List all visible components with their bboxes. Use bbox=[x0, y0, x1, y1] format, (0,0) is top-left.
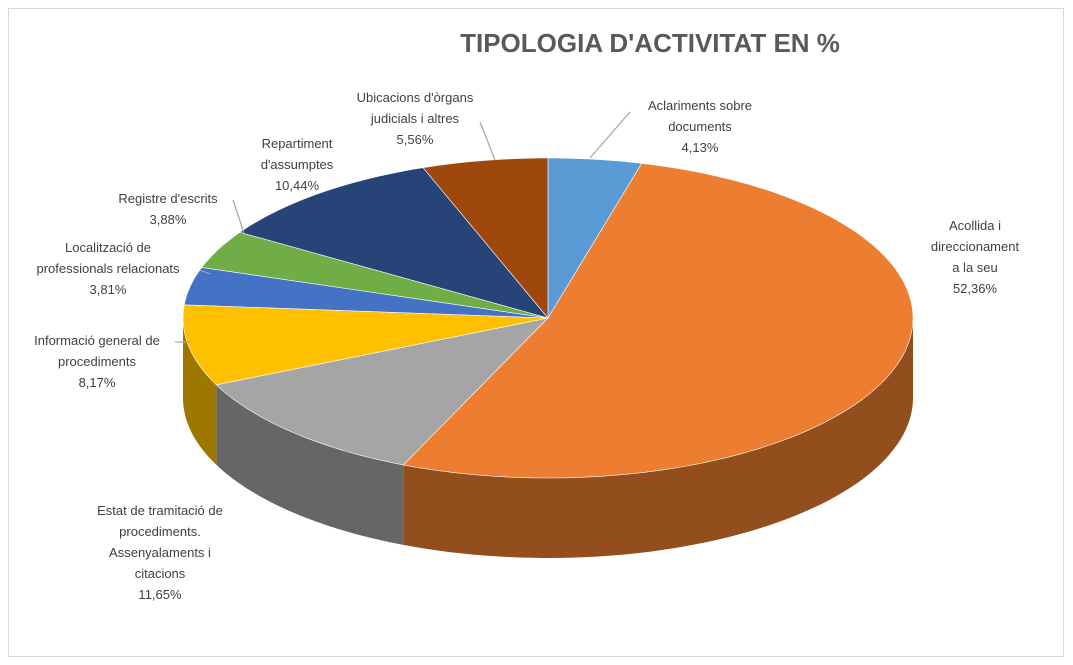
slice bbox=[201, 231, 549, 319]
data-label: Aclariments sobre documents 4,13% bbox=[648, 95, 752, 158]
value-label: 11,65% bbox=[138, 587, 182, 602]
slice bbox=[402, 163, 914, 479]
slice bbox=[422, 157, 549, 319]
category-label: Ubicacions d'òrgans judicials i altres bbox=[356, 90, 474, 126]
data-label: Repartiment d'assumptes 10,44% bbox=[261, 133, 334, 196]
slice bbox=[183, 267, 549, 319]
data-label: Registre d'escrits 3,88% bbox=[118, 188, 217, 230]
value-label: 5,56% bbox=[396, 132, 434, 147]
data-label: Ubicacions d'òrgans judicials i altres 5,… bbox=[357, 87, 474, 150]
leader-line bbox=[479, 121, 496, 161]
data-label: Estat de tramitació de procediments. Ass… bbox=[97, 500, 223, 605]
slice bbox=[547, 157, 643, 320]
slice bbox=[182, 304, 549, 386]
slice bbox=[215, 317, 549, 466]
data-label: Acollida i direccionament a la seu 52,36% bbox=[926, 215, 1024, 299]
value-label: 10,44% bbox=[274, 178, 320, 193]
slice bbox=[239, 167, 549, 319]
data-label: Localització de professionals relacionat… bbox=[36, 237, 179, 300]
category-label: Informació general de procediments bbox=[34, 333, 160, 369]
data-label: Informació general de procediments 8,17% bbox=[34, 330, 160, 393]
value-label: 3,88% bbox=[149, 212, 187, 227]
category-label: Acollida i direccionament a la seu bbox=[930, 218, 1020, 275]
category-label: Aclariments sobre documents bbox=[647, 98, 753, 134]
leader-line bbox=[232, 199, 246, 237]
category-label: Repartiment d'assumptes bbox=[260, 136, 334, 172]
value-label: 52,36% bbox=[952, 281, 998, 296]
slice-side bbox=[216, 384, 404, 545]
value-label: 3,81% bbox=[89, 282, 127, 297]
slice-side bbox=[183, 318, 217, 465]
category-label: Registre d'escrits bbox=[118, 191, 218, 206]
category-label: Estat de tramitació de procediments. Ass… bbox=[97, 503, 223, 581]
value-label: 8,17% bbox=[78, 375, 116, 390]
category-label: Localització de professionals relacionat… bbox=[36, 240, 180, 276]
value-label: 4,13% bbox=[681, 140, 719, 155]
chart-title: TIPOLOGIA D'ACTIVITAT EN % bbox=[460, 28, 840, 58]
slice-side bbox=[403, 318, 913, 558]
leader-line bbox=[589, 111, 631, 159]
leader-line bbox=[199, 269, 211, 275]
